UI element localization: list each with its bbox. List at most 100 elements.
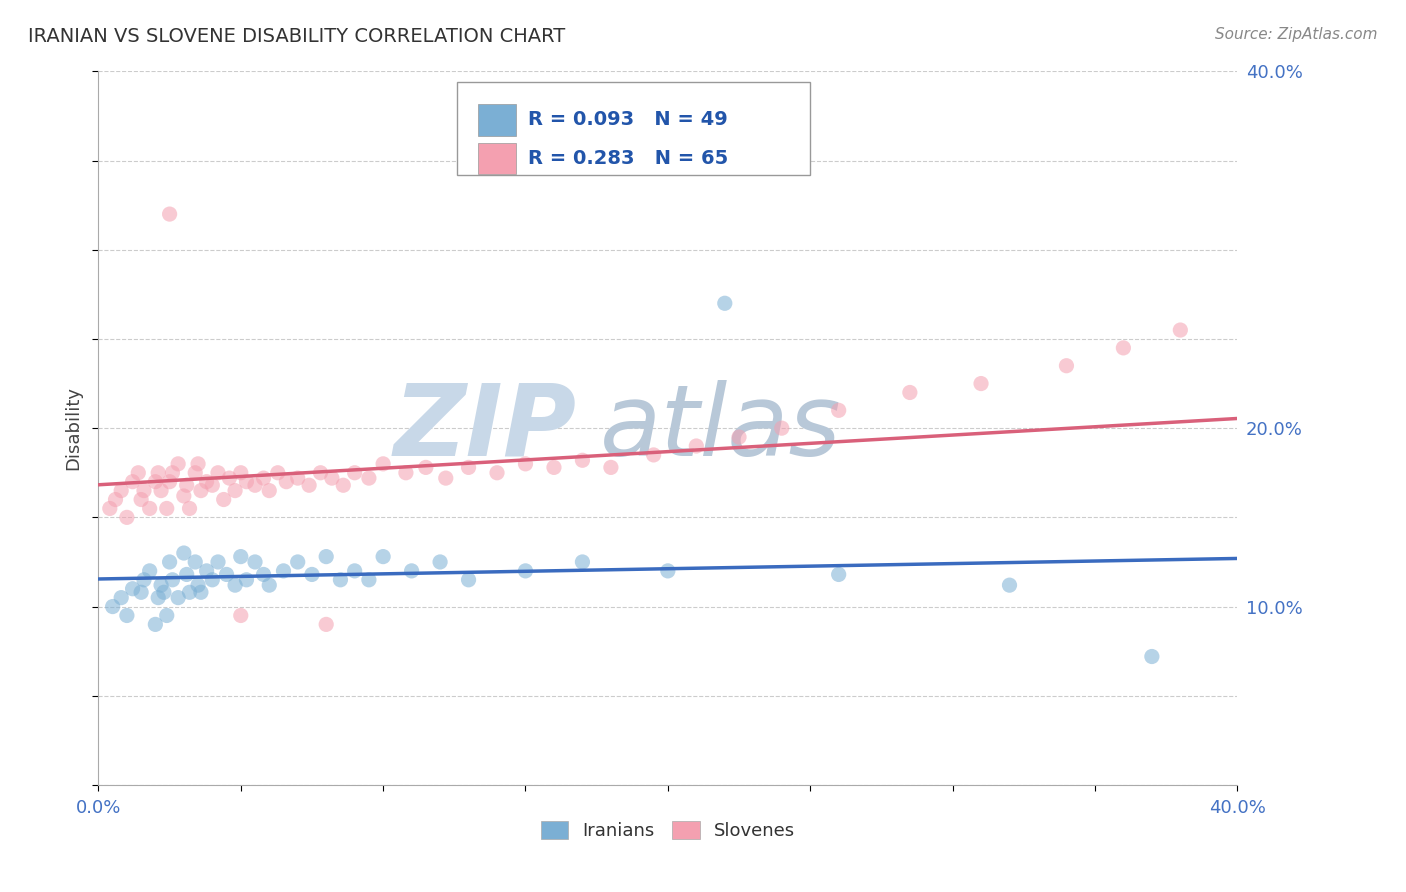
Point bbox=[243, 478, 266, 492]
Text: Source: ZipAtlas.com: Source: ZipAtlas.com bbox=[1215, 27, 1378, 42]
Point bbox=[138, 501, 160, 516]
Point bbox=[1056, 359, 1078, 373]
Point bbox=[457, 460, 479, 475]
Point bbox=[110, 591, 132, 605]
Point bbox=[159, 555, 181, 569]
Point bbox=[104, 492, 127, 507]
Point bbox=[121, 475, 143, 489]
Point bbox=[259, 483, 281, 498]
Point bbox=[657, 564, 679, 578]
Point bbox=[110, 483, 132, 498]
Point bbox=[401, 564, 423, 578]
Point bbox=[315, 549, 337, 564]
Point bbox=[132, 573, 155, 587]
Point bbox=[229, 466, 252, 480]
Point bbox=[298, 478, 321, 492]
Point bbox=[828, 567, 851, 582]
Point bbox=[486, 466, 509, 480]
Point bbox=[571, 453, 593, 467]
Point bbox=[162, 573, 184, 587]
Point bbox=[156, 608, 179, 623]
Point bbox=[212, 492, 235, 507]
FancyBboxPatch shape bbox=[478, 143, 516, 174]
Point bbox=[115, 510, 138, 524]
Point bbox=[187, 457, 209, 471]
Point bbox=[207, 466, 229, 480]
Point bbox=[515, 457, 537, 471]
Point bbox=[190, 585, 212, 599]
Point bbox=[129, 492, 152, 507]
Point bbox=[329, 573, 352, 587]
Text: ZIP: ZIP bbox=[394, 380, 576, 476]
Point bbox=[543, 460, 565, 475]
Point bbox=[434, 471, 457, 485]
Point bbox=[173, 546, 195, 560]
Point bbox=[571, 555, 593, 569]
Point bbox=[395, 466, 418, 480]
Point bbox=[218, 471, 240, 485]
Point bbox=[1170, 323, 1192, 337]
Point bbox=[215, 567, 238, 582]
Point bbox=[207, 555, 229, 569]
Point bbox=[176, 567, 198, 582]
Point bbox=[373, 549, 395, 564]
Point bbox=[173, 489, 195, 503]
Point bbox=[287, 555, 309, 569]
Point bbox=[235, 573, 257, 587]
Point bbox=[145, 475, 167, 489]
Point bbox=[132, 483, 155, 498]
Point bbox=[201, 478, 224, 492]
Point bbox=[685, 439, 707, 453]
Point bbox=[343, 564, 366, 578]
Point bbox=[259, 578, 281, 592]
Point bbox=[332, 478, 354, 492]
Point bbox=[224, 483, 246, 498]
Text: IRANIAN VS SLOVENE DISABILITY CORRELATION CHART: IRANIAN VS SLOVENE DISABILITY CORRELATIO… bbox=[28, 27, 565, 45]
Point bbox=[129, 585, 152, 599]
Point bbox=[179, 585, 201, 599]
Point bbox=[287, 471, 309, 485]
FancyBboxPatch shape bbox=[478, 104, 516, 136]
Point bbox=[148, 466, 170, 480]
Point bbox=[273, 564, 295, 578]
Point bbox=[195, 475, 218, 489]
Point bbox=[728, 430, 751, 444]
Point bbox=[301, 567, 323, 582]
Point bbox=[252, 567, 274, 582]
Point bbox=[121, 582, 143, 596]
Point bbox=[184, 466, 207, 480]
Point bbox=[309, 466, 332, 480]
Point bbox=[429, 555, 451, 569]
Point bbox=[150, 578, 173, 592]
Point bbox=[167, 591, 190, 605]
Point bbox=[156, 501, 179, 516]
Text: atlas: atlas bbox=[599, 380, 841, 476]
Point bbox=[224, 578, 246, 592]
Point bbox=[153, 585, 176, 599]
Point bbox=[187, 578, 209, 592]
Point bbox=[201, 573, 224, 587]
Point bbox=[770, 421, 793, 435]
Text: R = 0.093   N = 49: R = 0.093 N = 49 bbox=[527, 111, 727, 129]
Point bbox=[315, 617, 337, 632]
Point bbox=[235, 475, 257, 489]
Point bbox=[159, 207, 181, 221]
Point bbox=[98, 501, 121, 516]
Point bbox=[357, 573, 380, 587]
Point bbox=[176, 478, 198, 492]
Point bbox=[115, 608, 138, 623]
Point bbox=[148, 591, 170, 605]
Point bbox=[373, 457, 395, 471]
Point bbox=[252, 471, 274, 485]
Point bbox=[190, 483, 212, 498]
Point bbox=[415, 460, 437, 475]
Point bbox=[643, 448, 665, 462]
FancyBboxPatch shape bbox=[457, 82, 810, 175]
Point bbox=[162, 466, 184, 480]
Point bbox=[184, 555, 207, 569]
Point bbox=[515, 564, 537, 578]
Point bbox=[243, 555, 266, 569]
Point bbox=[150, 483, 173, 498]
Point bbox=[357, 471, 380, 485]
Point bbox=[195, 564, 218, 578]
